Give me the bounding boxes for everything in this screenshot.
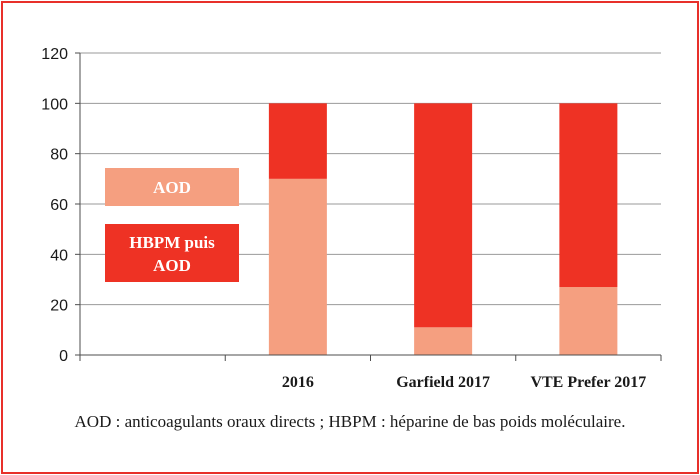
x-axis-labels: 2016 Garfield 2017 VTE Prefer 2017: [282, 374, 646, 391]
legend-swatch-aod: [105, 168, 239, 206]
y-tick-label: 0: [59, 348, 68, 365]
y-tick-label: 60: [50, 197, 68, 214]
y-tick-label: 120: [41, 46, 68, 63]
axes: [79, 53, 662, 361]
caption: AOD : anticoagulants oraux directs ; HBP…: [74, 412, 626, 431]
legend-label-hbpm-line1: HBPM puis: [129, 233, 215, 252]
y-tick-label: 80: [50, 147, 68, 164]
y-tick-label: 40: [50, 247, 68, 264]
legend: AOD HBPM puis AOD: [105, 168, 239, 282]
legend-swatch-hbpm: [105, 224, 239, 282]
x-category-label: Garfield 2017: [396, 374, 490, 391]
bars: [268, 103, 618, 355]
bar-segment: [414, 327, 473, 355]
x-category-label: VTE Prefer 2017: [530, 374, 646, 391]
y-tick-label: 20: [50, 298, 68, 315]
legend-label-aod: AOD: [153, 178, 191, 197]
bar-segment: [414, 103, 473, 328]
x-category-label: 2016: [282, 374, 314, 391]
bar-segment: [268, 178, 327, 355]
bar-segment: [268, 103, 327, 179]
y-axis-ticks: 0 20 40 60 80 100 120: [41, 46, 80, 365]
bar-segment: [559, 287, 618, 355]
stacked-bar-chart: 0 20 40 60 80 100 120 2016 Garfield 2017 VTE Pre…: [41, 46, 662, 391]
legend-label-hbpm-line2: AOD: [153, 256, 191, 275]
bar-segment: [559, 103, 618, 288]
y-tick-label: 100: [41, 96, 68, 113]
